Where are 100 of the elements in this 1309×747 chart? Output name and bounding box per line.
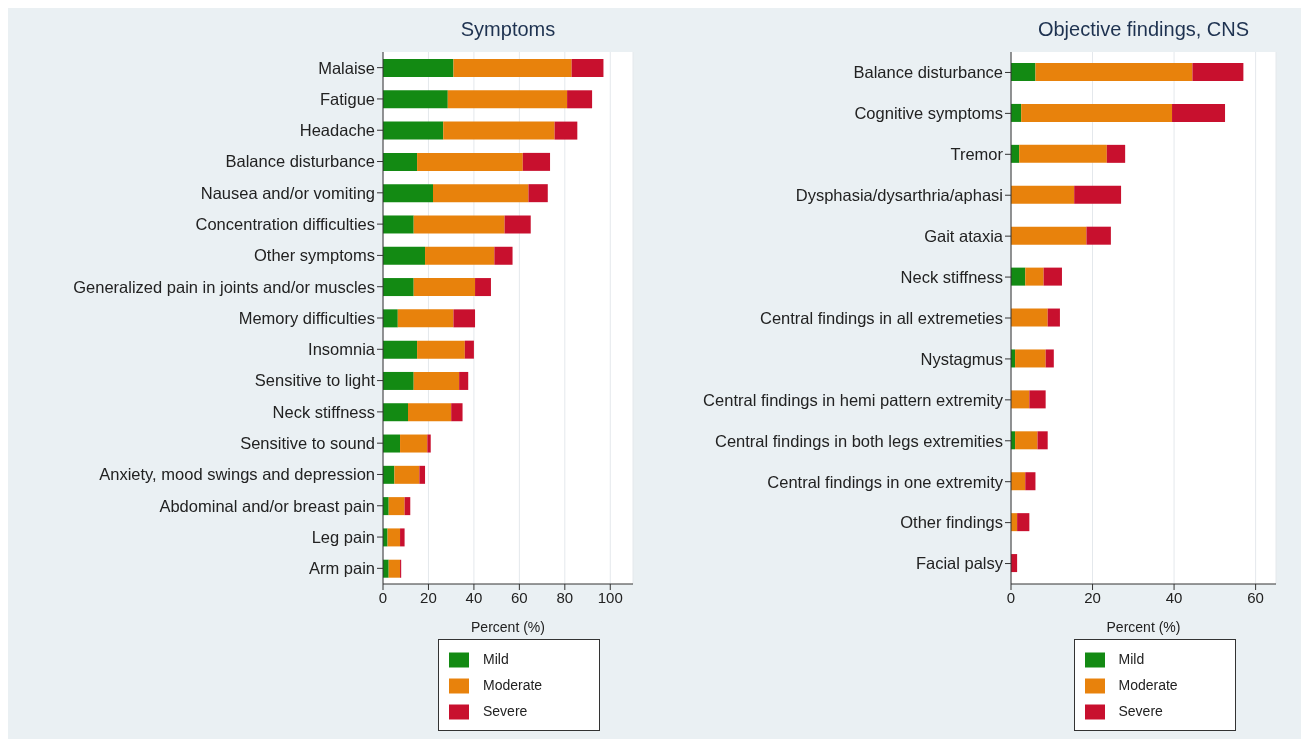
bar [400, 434, 428, 453]
y-tick-label: Arm pain [308, 559, 375, 578]
bar [504, 215, 531, 234]
bar [522, 152, 551, 171]
bar [383, 246, 426, 265]
bar [1019, 144, 1107, 163]
y-tick-label: Cognitive symptoms [854, 104, 1003, 123]
legend-label: Mild [483, 651, 509, 667]
y-tick-label: Leg pain [311, 527, 375, 546]
y-tick-label: Nausea and/or vomiting [200, 183, 375, 202]
y-tick-label: Malaise [318, 58, 375, 77]
bar [464, 340, 474, 359]
bar [453, 59, 572, 77]
x-tick-label: 20 [420, 588, 437, 606]
bar [1015, 431, 1038, 450]
y-tick-label: Memory difficulties [238, 308, 375, 327]
bar [383, 434, 401, 453]
y-tick-label: Gait ataxia [924, 227, 1004, 246]
y-tick-label: Headache [299, 121, 375, 140]
legend-label: Severe [1118, 703, 1163, 719]
bar [1035, 63, 1193, 81]
bar [383, 152, 418, 171]
bar [419, 465, 426, 484]
y-tick-label: Abdominal and/or breast pain [159, 496, 375, 515]
bar [413, 371, 460, 390]
bar [433, 184, 529, 203]
x-tick-label: 60 [1247, 588, 1264, 606]
x-tick-label: 0 [1006, 588, 1016, 606]
y-tick-label: Fatigue [319, 89, 375, 108]
bar [1011, 390, 1030, 409]
y-tick-label: Anxiety, mood swings and depression [99, 465, 375, 484]
bar [387, 528, 401, 547]
bar [1106, 144, 1126, 163]
y-tick-label: Tremor [950, 145, 1004, 164]
x-axis-title: Percent (%) [471, 619, 545, 635]
legend-label: Mild [1118, 651, 1145, 667]
bar [571, 59, 604, 77]
bar [528, 184, 548, 203]
y-tick-label: Balance disturbance [853, 63, 1003, 82]
bar [383, 184, 433, 203]
bar [1086, 226, 1111, 245]
bar [1037, 431, 1048, 450]
bar [427, 434, 431, 453]
bar [447, 90, 568, 109]
bar [383, 121, 444, 140]
bar [1021, 103, 1173, 122]
bar [425, 246, 495, 265]
x-tick-label: 0 [378, 588, 388, 606]
bar [443, 121, 555, 140]
bar [1047, 308, 1060, 327]
y-tick-label: Sensitive to sound [240, 434, 375, 453]
y-tick-label: Other findings [900, 513, 1003, 532]
bar [383, 309, 398, 328]
x-axis-title: Percent (%) [1106, 619, 1181, 635]
bar [400, 528, 405, 547]
y-tick-label: Neck stiffness [272, 402, 375, 421]
bar [1011, 185, 1075, 204]
y-tick-label: Central findings in hemi pattern extremity [703, 390, 1004, 409]
y-tick-label: Nystagmus [920, 349, 1003, 368]
bar [388, 497, 405, 516]
bar [1029, 390, 1046, 409]
legend-label: Moderate [1118, 677, 1178, 693]
bar [451, 403, 463, 422]
y-tick-label: Generalized pain in joints and/or muscles [73, 277, 375, 296]
y-tick-label: Sensitive to light [254, 371, 376, 390]
y-tick-label: Neck stiffness [900, 267, 1003, 286]
bar [475, 278, 491, 297]
bar [383, 403, 408, 422]
legend-label: Moderate [483, 677, 543, 693]
bar [1011, 226, 1087, 245]
y-tick-label: Concentration difficulties [195, 214, 375, 233]
x-tick-label: 20 [1084, 588, 1101, 606]
bar [567, 90, 593, 109]
bar [397, 309, 454, 328]
bar [388, 559, 401, 578]
bar [1172, 103, 1226, 122]
bar [1025, 267, 1044, 286]
bar [383, 278, 414, 297]
x-tick-label: 40 [465, 588, 483, 606]
y-tick-label: Other symptoms [253, 246, 375, 265]
y-tick-label: Dysphasia/dysarthria/aphasi [795, 186, 1003, 205]
bar [413, 278, 476, 297]
y-tick-label: Facial palsy [915, 554, 1004, 573]
y-tick-label: Central findings in both legs extremities [715, 431, 1003, 450]
x-tick-label: 60 [511, 588, 528, 606]
chart-title: Objective findings, CNS [1036, 18, 1251, 42]
legend-label: Severe [483, 703, 528, 719]
bar [453, 309, 476, 328]
x-tick-label: 100 [597, 588, 623, 606]
bar [383, 215, 414, 234]
y-tick-label: Central findings in one extremity [767, 472, 1004, 491]
y-tick-label: Central findings in all extremeties [759, 308, 1003, 327]
bar [1074, 185, 1122, 204]
bar [413, 215, 505, 234]
bar [417, 340, 465, 359]
y-tick-label: Balance disturbance [225, 152, 375, 171]
bar [494, 246, 513, 265]
bar [1025, 472, 1036, 491]
bar [383, 90, 448, 109]
bar [383, 340, 418, 359]
